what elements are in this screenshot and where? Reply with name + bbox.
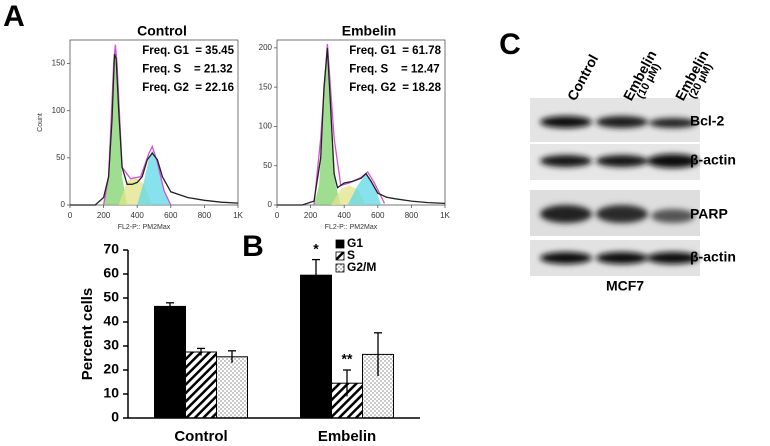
y-tick-label: 150 — [52, 59, 66, 68]
lane-label: Control — [564, 52, 601, 103]
legend-swatch — [335, 263, 345, 273]
x-tick-label: 200 — [304, 211, 318, 220]
row-label: β-actin — [690, 152, 736, 168]
panel-label: A — [3, 0, 25, 33]
histogram-line — [70, 53, 239, 206]
y-tick-label: 30 — [103, 337, 119, 353]
bar — [216, 356, 248, 419]
frequency-annotation: Freq. G1 = 61.78 — [349, 45, 441, 57]
phase-area — [137, 150, 171, 205]
y-tick-label: 100 — [52, 106, 66, 115]
frequency-annotation: Freq. G1 = 35.45 — [142, 45, 234, 57]
legend-label: G1 — [347, 236, 363, 250]
frequency-annotation: Freq. G2 = 22.16 — [142, 82, 234, 94]
frequency-annotation: Freq. G2 = 18.28 — [349, 82, 441, 94]
significance-mark: ** — [342, 351, 353, 367]
row-label: PARP — [690, 206, 728, 222]
x-tick-label: 1K — [440, 211, 450, 220]
error-bar — [374, 332, 382, 376]
legend-label: G2/M — [347, 260, 376, 274]
legend-label: S — [347, 248, 355, 262]
significance-mark: * — [313, 240, 319, 256]
x-tick-label: 600 — [164, 211, 178, 220]
y-tick-label: 50 — [103, 289, 119, 305]
x-tick-label: 0 — [68, 211, 73, 220]
y-tick-label: 40 — [103, 313, 119, 329]
x-tick-label: Control — [174, 428, 227, 445]
bar — [154, 305, 186, 419]
bar — [185, 351, 217, 419]
y-tick-label: 70 — [103, 241, 119, 257]
phase-area — [347, 173, 382, 205]
error-bar — [228, 350, 236, 363]
x-tick-label: Embelin — [318, 428, 376, 445]
error-bar — [343, 369, 351, 397]
x-tick-label: 200 — [97, 211, 111, 220]
frequency-annotation: Freq. S = 12.47 — [349, 64, 439, 76]
legend-swatch — [335, 239, 345, 249]
row-label: Bcl-2 — [690, 113, 724, 129]
error-bar — [197, 347, 205, 356]
legend-swatch — [335, 251, 345, 261]
x-tick-label: 400 — [338, 211, 352, 220]
x-tick-label: 400 — [131, 211, 145, 220]
x-axis-label: FL2-P:: PM2Max — [118, 224, 171, 231]
chart-title: Embelin — [342, 23, 396, 39]
panel-label: B — [242, 230, 264, 263]
cell-line-label: MCF7 — [606, 278, 644, 294]
y-axis-label: Percent cells — [79, 288, 96, 381]
chart-title: Control — [137, 23, 187, 39]
error-bar — [166, 302, 174, 310]
y-tick-label: 150 — [259, 82, 273, 91]
y-tick-label: 20 — [103, 361, 119, 377]
error-bar — [312, 258, 320, 291]
x-tick-label: 1K — [233, 211, 243, 220]
y-tick-label: 10 — [103, 385, 119, 401]
y-tick-label: 0 — [61, 200, 66, 209]
y-tick-label: 0 — [268, 200, 273, 209]
x-axis-label: FL2-P:: PM2Max — [325, 224, 378, 231]
blot-image — [530, 98, 700, 276]
x-tick-label: 0 — [275, 211, 280, 220]
row-label: β-actin — [690, 249, 736, 265]
y-tick-label: 50 — [263, 161, 272, 170]
y-tick-label: 0 — [111, 409, 119, 425]
y-tick-label: 100 — [259, 122, 273, 131]
y-axis-label: Count — [37, 113, 44, 132]
y-tick-label: 50 — [56, 153, 65, 162]
bar — [300, 274, 332, 419]
frequency-annotation: Freq. S = 21.32 — [142, 64, 232, 76]
histogram-line — [277, 47, 446, 206]
y-tick-label: 60 — [103, 265, 119, 281]
x-tick-label: 800 — [405, 211, 419, 220]
y-tick-label: 200 — [259, 43, 273, 52]
x-tick-label: 600 — [371, 211, 385, 220]
panel-label: C — [499, 28, 521, 61]
x-tick-label: 800 — [198, 211, 212, 220]
